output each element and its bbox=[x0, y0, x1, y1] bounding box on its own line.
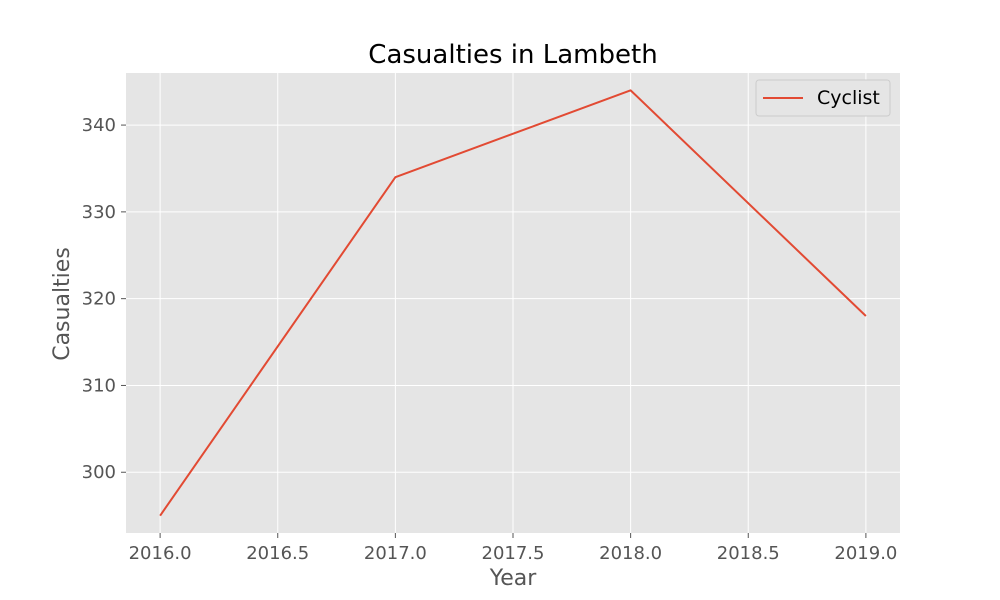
x-axis-ticks: 2016.0 2016.5 2017.0 2017.5 2018.0 2018.5 2019… bbox=[129, 533, 897, 564]
legend-label-cyclist: Cyclist bbox=[817, 87, 880, 109]
y-axis-title: Casualties bbox=[50, 247, 75, 361]
x-tick-label: 2016.0 bbox=[129, 543, 192, 564]
series-lines bbox=[159, 89, 867, 517]
legend-box bbox=[755, 79, 891, 117]
series-line-cyclist bbox=[159, 89, 867, 517]
chart-title: Casualties in Lambeth bbox=[368, 40, 657, 70]
legend: Cyclist bbox=[755, 79, 891, 117]
x-axis-title: Year bbox=[489, 566, 538, 591]
y-tick-label: 330 bbox=[82, 202, 116, 223]
y-tick-label: 310 bbox=[82, 375, 116, 396]
y-tick-label: 300 bbox=[82, 462, 116, 483]
grid-lines bbox=[126, 73, 900, 533]
x-tick-label: 2018.0 bbox=[599, 543, 662, 564]
y-tick-label: 340 bbox=[82, 115, 116, 136]
x-tick-label: 2016.5 bbox=[246, 543, 309, 564]
y-axis-ticks: 300 310 320 330 340 bbox=[82, 115, 126, 483]
x-tick-label: 2017.0 bbox=[364, 543, 427, 564]
x-tick-label: 2019.0 bbox=[834, 543, 897, 564]
y-tick-label: 320 bbox=[82, 289, 116, 310]
x-tick-label: 2018.5 bbox=[717, 543, 780, 564]
x-tick-label: 2017.5 bbox=[482, 543, 545, 564]
